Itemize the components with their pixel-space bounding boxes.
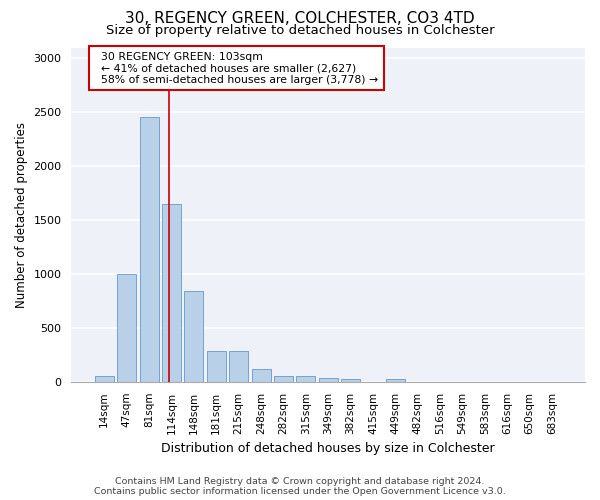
Bar xyxy=(274,376,293,382)
Text: Contains HM Land Registry data © Crown copyright and database right 2024.
Contai: Contains HM Land Registry data © Crown c… xyxy=(94,476,506,496)
Bar xyxy=(140,116,158,382)
Bar xyxy=(162,204,181,382)
Text: 30, REGENCY GREEN, COLCHESTER, CO3 4TD: 30, REGENCY GREEN, COLCHESTER, CO3 4TD xyxy=(125,11,475,26)
Bar xyxy=(341,379,360,382)
Bar xyxy=(117,274,136,382)
Bar xyxy=(207,350,226,382)
Bar xyxy=(319,378,338,382)
Text: 30 REGENCY GREEN: 103sqm
  ← 41% of detached houses are smaller (2,627)
  58% of: 30 REGENCY GREEN: 103sqm ← 41% of detach… xyxy=(94,52,379,85)
Bar xyxy=(229,350,248,382)
Text: Size of property relative to detached houses in Colchester: Size of property relative to detached ho… xyxy=(106,24,494,37)
Bar xyxy=(251,369,271,382)
X-axis label: Distribution of detached houses by size in Colchester: Distribution of detached houses by size … xyxy=(161,442,495,455)
Bar xyxy=(184,291,203,382)
Bar xyxy=(386,378,405,382)
Bar xyxy=(95,376,114,382)
Y-axis label: Number of detached properties: Number of detached properties xyxy=(15,122,28,308)
Bar xyxy=(296,376,316,382)
